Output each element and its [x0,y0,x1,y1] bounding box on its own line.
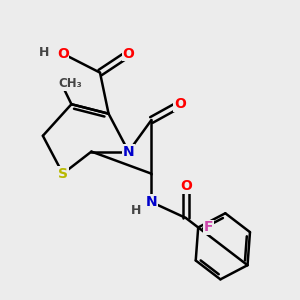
Text: N: N [146,195,157,209]
Text: O: O [57,47,69,61]
Text: F: F [203,220,213,234]
Text: H: H [39,46,50,59]
Text: O: O [174,97,186,111]
Text: H: H [130,203,141,217]
Text: O: O [123,47,134,61]
Text: N: N [123,145,134,159]
Text: S: S [58,167,68,181]
Text: O: O [180,179,192,193]
Text: CH₃: CH₃ [58,77,82,90]
